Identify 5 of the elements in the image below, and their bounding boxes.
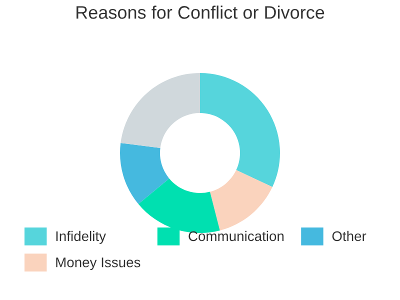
legend-label: Other [332,230,366,242]
legend-label: Infidelity [56,230,106,244]
chart-title: Reasons for Conflict or Divorce [76,6,324,19]
legend-label: Money Issues [56,258,140,270]
legend-label: Communication [188,230,284,242]
